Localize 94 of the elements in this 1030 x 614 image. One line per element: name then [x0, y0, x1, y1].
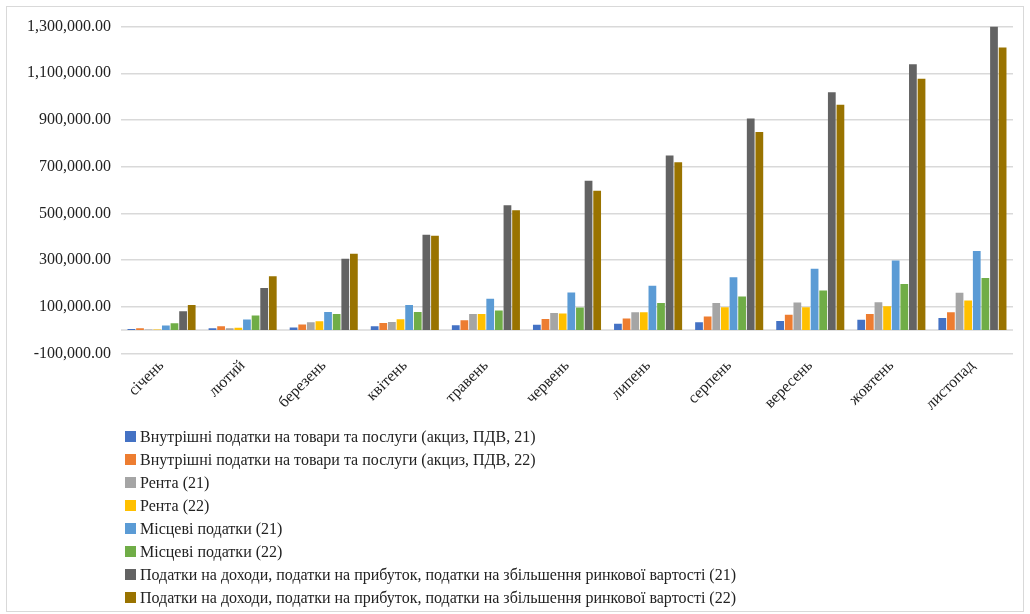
bar [298, 324, 307, 331]
legend-label: Місцеві податки (21) [140, 519, 283, 540]
bar [938, 317, 947, 331]
bar [494, 310, 503, 331]
y-tick-label: 700,000.00 [39, 156, 111, 174]
y-tick-label: 300,000.00 [39, 250, 111, 268]
bar [550, 313, 558, 331]
bar [532, 324, 541, 331]
bar [883, 306, 891, 331]
bar [695, 322, 703, 331]
bar [784, 314, 793, 331]
bar [874, 302, 883, 331]
bar [631, 312, 640, 331]
bar [738, 296, 746, 331]
bar [405, 305, 413, 331]
bar [639, 312, 648, 331]
bar [891, 260, 900, 331]
bar [379, 323, 388, 331]
bar [217, 326, 225, 331]
bar [388, 321, 396, 331]
bar [746, 118, 755, 331]
bar [584, 180, 593, 331]
bar [486, 298, 495, 331]
bar [729, 277, 738, 331]
legend-label: Рента (22) [140, 496, 210, 517]
y-tick-label: 100,000.00 [39, 296, 111, 314]
bar [972, 250, 981, 331]
bar [341, 258, 350, 331]
bar [622, 318, 631, 331]
bar [755, 132, 764, 331]
bar [802, 307, 810, 331]
legend-label: Податки на доходи, податки на прибуток, податки на збільшення ринкової вартості (22) [140, 588, 737, 609]
legend-label: Місцеві податки (22) [140, 542, 283, 563]
bar [981, 278, 990, 331]
bar [512, 210, 520, 331]
bar [431, 235, 439, 331]
bar [422, 234, 431, 331]
bar [469, 313, 477, 331]
bar [179, 311, 187, 331]
bar [947, 312, 955, 331]
bar [827, 92, 836, 331]
bar [917, 78, 926, 331]
bar [857, 319, 866, 331]
bar [674, 162, 683, 331]
legend-label: Рента (21) [140, 473, 210, 494]
bar [332, 313, 341, 331]
bar [665, 155, 674, 331]
bar [776, 320, 784, 331]
bar [964, 300, 973, 331]
y-tick-label: 900,000.00 [39, 110, 111, 128]
bar [909, 64, 917, 331]
bar [657, 302, 665, 331]
bar [819, 290, 828, 331]
bar [161, 325, 170, 331]
y-tick-label: 500,000.00 [39, 203, 111, 221]
bar [576, 307, 584, 331]
bar [243, 319, 251, 331]
legend-label: Внутрішні податки на товари та послуги (акциз, ПДВ, 22) [140, 450, 536, 471]
bar [712, 302, 721, 331]
bar [451, 325, 460, 331]
y-tick-label: 1,100,000.00 [27, 63, 111, 81]
bar [170, 323, 179, 331]
bar [460, 320, 469, 331]
bar [324, 312, 332, 331]
bar [721, 307, 729, 331]
bar [614, 323, 622, 331]
bar [315, 321, 324, 331]
y-tick-label: -100,000.00 [33, 343, 111, 361]
bar [836, 104, 845, 331]
bar [187, 305, 196, 331]
legend-label: Внутрішні податки на товари та послуги (акциз, ПДВ, 21) [140, 427, 536, 448]
bar [306, 322, 315, 331]
bar [567, 292, 576, 331]
bar [413, 312, 422, 331]
bar [593, 190, 602, 331]
bar [648, 285, 657, 331]
bar [370, 326, 379, 331]
legend-label: Податки на доходи, податки на прибуток, податки на збільшення ринкової вартості (21) [140, 565, 737, 586]
bar [558, 313, 567, 331]
bar [900, 284, 909, 331]
bar [810, 268, 819, 331]
bar [703, 316, 712, 331]
bar [990, 26, 998, 331]
bar [268, 276, 277, 331]
bar [350, 253, 358, 331]
bar [503, 205, 512, 331]
bar [396, 319, 405, 331]
bar [541, 319, 550, 331]
bar [865, 313, 874, 331]
y-tick-label: 1,300,000.00 [27, 16, 111, 34]
bar [793, 302, 802, 331]
bar [998, 47, 1007, 331]
bar [260, 288, 269, 331]
bar [477, 313, 486, 331]
